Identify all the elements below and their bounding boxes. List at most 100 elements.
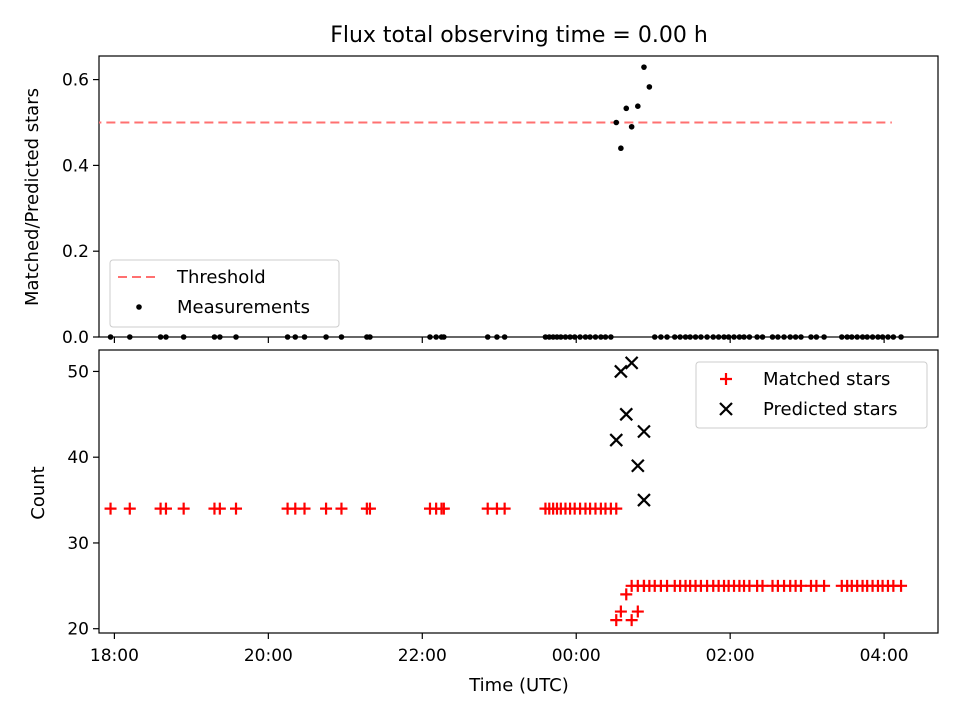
matched-star-point <box>123 502 136 515</box>
measurement-point <box>698 334 704 340</box>
predicted-star-point <box>624 356 639 370</box>
matched-star-point <box>625 579 638 592</box>
legend: Matched stars Predicted stars <box>695 361 928 429</box>
matched-star-point <box>58 503 70 515</box>
x-tick-label: 00:00 <box>552 646 601 666</box>
y-tick-label: 30 <box>67 534 89 554</box>
measurement-point <box>754 334 760 340</box>
predicted-star-point <box>619 407 634 422</box>
measurement-point <box>427 334 433 340</box>
matched-star-point <box>637 579 650 592</box>
measurement-point <box>613 119 620 126</box>
measurement-point <box>741 334 747 340</box>
measurement-point <box>671 334 678 340</box>
plot-data-layer <box>99 64 904 340</box>
matched-star-point <box>230 502 243 515</box>
measurement-point <box>587 334 593 340</box>
measurement-point <box>582 334 589 340</box>
predicted-star-point <box>631 458 645 473</box>
measurement-point <box>602 334 609 340</box>
measurement-point <box>367 334 373 340</box>
x-axis-label: Time (UTC) <box>468 675 569 696</box>
y-tick-label: 50 <box>67 362 89 382</box>
legend-predicted-swatch <box>719 402 733 416</box>
matched-star-point <box>625 614 638 627</box>
measurement-point <box>542 334 549 340</box>
measurement-point <box>180 334 187 340</box>
measurement-point <box>781 334 787 340</box>
measurement-point <box>844 334 850 340</box>
matched-star-point <box>620 588 633 601</box>
measurement-point <box>233 334 239 340</box>
measurement-point <box>798 334 804 340</box>
legend-matched-label: Matched stars <box>763 369 890 390</box>
measurement-point <box>731 334 737 340</box>
measurement-point <box>623 105 630 112</box>
legend-measurements-swatch <box>136 304 142 310</box>
matched-star-point <box>610 502 623 515</box>
measurement-point <box>618 145 624 152</box>
matched-star-point <box>437 502 450 515</box>
measurement-point <box>721 334 727 340</box>
measurement-point <box>890 334 897 340</box>
measurement-point <box>775 334 781 340</box>
measurement-point <box>501 334 508 340</box>
measurement-point <box>628 123 635 130</box>
x-tick-label: 04:00 <box>860 646 909 666</box>
measurement-point <box>550 334 556 340</box>
y-tick-label: 20 <box>67 620 89 640</box>
measurement-point <box>859 334 866 340</box>
y-tick-label: 0.2 <box>62 242 89 262</box>
x-tick-label: 20:00 <box>244 646 293 666</box>
measurement-point <box>885 334 891 340</box>
y-tick-label: 40 <box>67 448 89 468</box>
measurement-point <box>879 334 886 340</box>
predicted-star-point <box>614 364 628 379</box>
measurement-point <box>441 334 447 340</box>
measurement-point <box>284 334 291 340</box>
measurement-point <box>323 334 329 340</box>
matched-star-point <box>159 502 172 515</box>
measurement-point <box>126 334 133 340</box>
measurement-point <box>651 334 658 340</box>
legend-box <box>109 259 340 328</box>
measurement-point <box>546 334 553 340</box>
measurement-point <box>792 334 799 340</box>
matched-star-point <box>756 579 769 592</box>
predicted-star-point <box>609 433 624 447</box>
matched-star-point <box>335 502 348 515</box>
matched-star-point <box>213 502 226 515</box>
matched-star-point <box>895 579 908 592</box>
matched-star-point <box>298 502 311 515</box>
measurement-point <box>562 334 569 340</box>
measurement-point <box>301 334 308 340</box>
measurement-point <box>864 334 870 340</box>
measurement-point <box>577 334 583 340</box>
measurement-point <box>658 334 664 340</box>
measurement-point <box>211 334 218 340</box>
measurement-point <box>664 334 670 340</box>
legend-threshold-label: Threshold <box>176 267 266 288</box>
matched-star-point <box>610 614 623 627</box>
x-tick-label: 02:00 <box>706 646 755 666</box>
measurement-point <box>808 334 814 340</box>
measurement-point <box>813 334 820 340</box>
measurement-point <box>646 84 653 90</box>
measurement-point <box>567 334 573 340</box>
matched-star-point <box>79 503 91 515</box>
measurement-point <box>292 334 299 340</box>
measurement-point <box>759 334 766 340</box>
measurement-point <box>746 334 753 340</box>
measurement-point <box>848 334 855 340</box>
measurement-point <box>677 334 683 340</box>
measurement-point <box>736 334 743 340</box>
measurement-point <box>704 334 710 340</box>
measurement-point <box>869 334 876 340</box>
legend-box <box>695 361 928 429</box>
measurement-point <box>494 334 500 340</box>
matched-star-point <box>498 502 511 515</box>
measurement-point <box>787 334 794 340</box>
measurement-point <box>854 334 860 340</box>
measurement-point <box>484 334 491 340</box>
